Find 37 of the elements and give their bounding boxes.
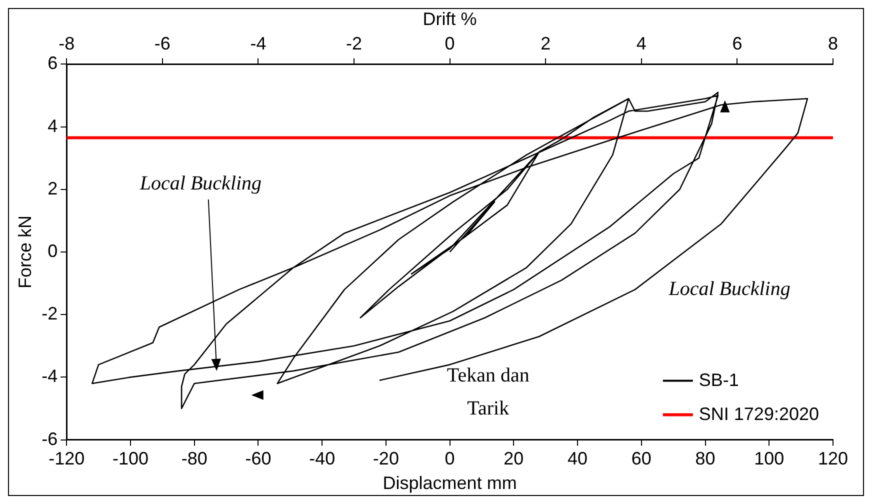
y-axis-title: Force kN: [14, 215, 35, 289]
y-tick-label: -2: [42, 304, 58, 324]
x-tick-label: -20: [372, 448, 399, 469]
x2-tick-label: -2: [346, 33, 362, 54]
x-tick-label: -120: [48, 448, 85, 469]
y-tick-label: 0: [48, 240, 58, 261]
y-tick-label: -6: [42, 428, 58, 449]
y-tick-label: -4: [42, 366, 58, 386]
x2-tick-label: 0: [444, 33, 455, 54]
y-tick-label: 4: [48, 116, 58, 136]
x-tick-label: 80: [695, 448, 716, 469]
annotation: Tekan dan Tarik: [446, 364, 530, 420]
x-tick-label: -80: [181, 448, 208, 469]
x2-tick-label: -4: [250, 33, 266, 54]
annotation: Local Buckling: [138, 172, 262, 194]
legend-label: SB-1: [698, 370, 739, 390]
x2-tick-label: 8: [828, 33, 838, 54]
x-tick-label: 20: [504, 448, 524, 469]
annotation: Local Buckling: [668, 278, 790, 300]
x2-tick-label: -8: [58, 33, 75, 54]
legend-label: SNI 1729:2020: [698, 404, 819, 424]
x2-tick-label: 4: [636, 33, 646, 54]
x-axis-title: Displacment mm: [382, 473, 517, 494]
x2-tick-label: -6: [154, 33, 170, 54]
x-tick-label: -40: [309, 448, 336, 469]
x-tick-label: 120: [818, 448, 848, 469]
y-tick-label: 6: [48, 53, 58, 74]
x-tick-label: 60: [631, 448, 652, 469]
x2-axis-title: Drift %: [422, 8, 477, 29]
x-tick-label: -60: [245, 448, 272, 469]
y-tick-label: 2: [48, 178, 58, 198]
x-tick-label: 100: [754, 448, 784, 469]
x2-tick-label: 6: [732, 33, 742, 54]
x-tick-label: 0: [444, 448, 455, 469]
x2-tick-label: 2: [540, 33, 551, 54]
x-tick-label: -100: [112, 448, 148, 469]
x-tick-label: 40: [568, 448, 588, 469]
